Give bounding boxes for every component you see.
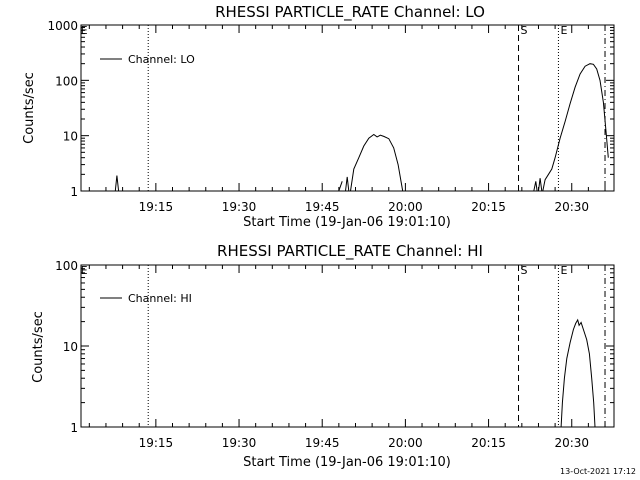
panel-lo-series-line — [538, 178, 543, 192]
panel-lo: RHESSI PARTICLE_RATE Channel: LO 19:15 19… — [22, 3, 615, 230]
panel-hi-marker-label: S — [521, 264, 528, 277]
panel-hi-x-tick-label: 19:30 — [222, 436, 257, 450]
panel-lo-y-tick-label: 10 — [63, 130, 78, 144]
panel-lo-series-line — [114, 175, 120, 192]
panel-lo-x-tick-label: 19:45 — [305, 200, 340, 214]
panel-lo-series-line — [542, 63, 609, 192]
panel-lo-series-line — [533, 181, 538, 192]
panel-hi-y-tick-label: 100 — [55, 259, 78, 273]
panel-hi-legend: Channel: HI — [100, 292, 192, 305]
footer-timestamp: 13-Oct-2021 17:12 — [560, 467, 636, 476]
panel-hi-corner-marker-label: E — [81, 264, 88, 277]
panel-lo-x-tick-label: 20:00 — [388, 200, 423, 214]
panel-hi-series-line — [560, 318, 596, 428]
panel-hi-frame — [80, 264, 615, 428]
panel-hi-x-tick-label: 20:00 — [388, 436, 423, 450]
panel-lo-y-tick-label: 1000 — [47, 19, 78, 33]
panel-hi: RHESSI PARTICLE_RATE Channel: HI 19:15 19… — [31, 242, 615, 470]
panel-lo-x-tick-label: 20:30 — [554, 200, 589, 214]
panel-hi-y-tick-label: 10 — [63, 340, 78, 354]
panel-lo-x-tick-label: 19:30 — [222, 200, 257, 214]
panel-lo-xlabel: Start Time (19-Jan-06 19:01:10) — [243, 215, 451, 230]
panel-hi-xlabel: Start Time (19-Jan-06 19:01:10) — [243, 455, 451, 470]
panel-lo-x-tick-label: 20:15 — [471, 200, 506, 214]
panel-hi-y-tick-label: 1 — [70, 421, 78, 435]
panel-hi-marker-label: E — [560, 264, 567, 277]
panel-lo-ylabel: Counts/sec — [22, 72, 37, 144]
panel-hi-x-tick-label: 19:15 — [139, 436, 174, 450]
panel-lo-marker-label: E — [560, 24, 567, 37]
panel-lo-x-tick-label: 19:15 — [139, 200, 174, 214]
panel-lo-series-line — [338, 181, 343, 192]
panel-hi-plot-area: 19:15 19:30 19:45 20:00 20:15 20:30 1 10 100 S E E — [55, 259, 615, 450]
panel-hi-x-tick-label: 20:15 — [471, 436, 506, 450]
panel-hi-ylabel: Counts/sec — [31, 311, 46, 383]
panel-lo-plot-area: 19:15 19:30 19:45 20:00 20:15 20:30 1 10 100 1000… — [47, 19, 615, 214]
panel-lo-title: RHESSI PARTICLE_RATE Channel: LO — [215, 3, 485, 22]
panel-lo-frame — [80, 24, 615, 192]
panel-lo-series-line — [350, 133, 404, 192]
panel-hi-x-tick-label: 20:30 — [554, 436, 589, 450]
panel-lo-y-tick-label: 1 — [70, 185, 78, 199]
panel-lo-legend-label: Channel: LO — [128, 53, 195, 66]
panel-lo-marker-label: S — [521, 24, 528, 37]
panel-hi-x-tick-label: 19:45 — [305, 436, 340, 450]
panel-hi-title: RHESSI PARTICLE_RATE Channel: HI — [217, 242, 483, 261]
panel-lo-corner-marker-label: E — [81, 24, 88, 37]
panel-lo-legend: Channel: LO — [100, 53, 195, 66]
panel-lo-series-line — [345, 176, 350, 192]
panel-hi-legend-label: Channel: HI — [128, 292, 192, 305]
panel-lo-y-tick-label: 100 — [55, 74, 78, 88]
